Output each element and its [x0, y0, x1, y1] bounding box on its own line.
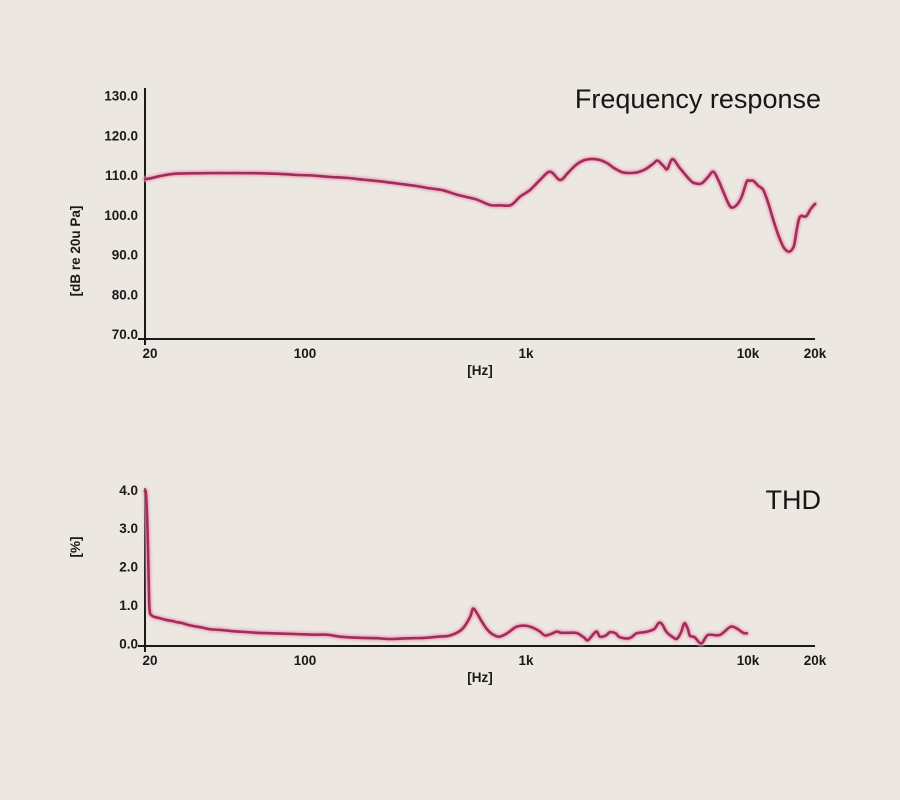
- svg-text:20k: 20k: [804, 346, 827, 361]
- svg-text:[dB re 20u Pa]: [dB re 20u Pa]: [68, 206, 83, 297]
- svg-text:100: 100: [294, 653, 317, 668]
- svg-text:THD: THD: [766, 485, 822, 515]
- svg-text:110.0: 110.0: [105, 168, 138, 183]
- svg-text:80.0: 80.0: [112, 287, 138, 302]
- svg-text:[Hz]: [Hz]: [467, 363, 493, 378]
- svg-text:70.0: 70.0: [112, 327, 138, 342]
- svg-text:100: 100: [294, 346, 317, 361]
- svg-text:1k: 1k: [518, 653, 534, 668]
- svg-text:1.0: 1.0: [119, 598, 138, 613]
- svg-text:4.0: 4.0: [119, 483, 138, 498]
- svg-text:20: 20: [142, 653, 157, 668]
- svg-text:Frequency response: Frequency response: [575, 84, 821, 114]
- svg-text:0.0: 0.0: [119, 637, 138, 652]
- svg-text:10k: 10k: [737, 653, 760, 668]
- svg-text:20k: 20k: [804, 653, 827, 668]
- svg-text:90.0: 90.0: [112, 248, 138, 263]
- svg-text:3.0: 3.0: [119, 521, 138, 536]
- svg-text:1k: 1k: [518, 346, 534, 361]
- svg-text:120.0: 120.0: [104, 128, 138, 143]
- svg-text:20: 20: [142, 346, 157, 361]
- svg-text:100.0: 100.0: [104, 208, 138, 223]
- svg-text:[%]: [%]: [68, 537, 83, 558]
- svg-text:[Hz]: [Hz]: [467, 670, 493, 685]
- svg-text:10k: 10k: [737, 346, 760, 361]
- svg-text:130.0: 130.0: [104, 89, 138, 104]
- svg-text:2.0: 2.0: [119, 560, 138, 575]
